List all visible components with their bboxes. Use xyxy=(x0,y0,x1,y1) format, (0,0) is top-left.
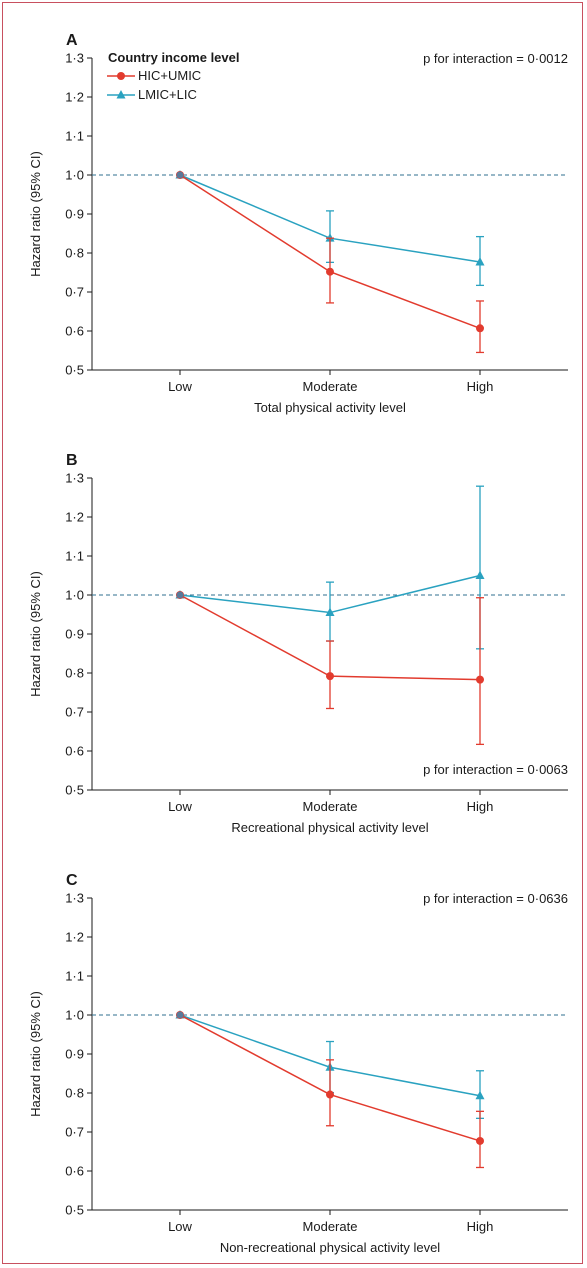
x-tick-label: High xyxy=(467,799,494,814)
y-tick-label: 0·6 xyxy=(65,324,84,339)
data-point xyxy=(476,324,484,333)
x-tick-label: Moderate xyxy=(303,799,358,814)
series-hic-umic xyxy=(176,1011,484,1169)
series-hic-umic xyxy=(176,591,484,746)
x-axis-title: Total physical activity level xyxy=(254,400,406,415)
x-tick-label: High xyxy=(467,1219,494,1234)
data-point-reference xyxy=(176,171,184,179)
y-tick-label: 0·8 xyxy=(65,246,84,261)
y-tick-label: 0·7 xyxy=(65,705,84,720)
panel-label: C xyxy=(66,872,78,889)
y-tick-label: 1·1 xyxy=(65,969,84,984)
y-tick-label: 1·2 xyxy=(65,510,84,525)
legend-label: LMIC+LIC xyxy=(138,87,197,102)
panel-b: B 0·5 0·6 0·7 0·8 0·9 1·0 1·1 1·2 1·3 Low Moderate H… xyxy=(28,452,568,835)
y-axis-title: Hazard ratio (95% CI) xyxy=(28,151,43,277)
y-tick-label: 0·5 xyxy=(65,363,84,378)
panel-label: A xyxy=(66,32,78,49)
data-point xyxy=(475,1090,485,1100)
legend-marker xyxy=(116,90,126,99)
data-point xyxy=(325,607,335,617)
y-tick-label: 0·9 xyxy=(65,207,84,222)
p-interaction-annotation: p for interaction = 0·0012 xyxy=(423,51,568,66)
y-tick-label: 1·3 xyxy=(65,471,84,486)
y-axis-title: Hazard ratio (95% CI) xyxy=(28,991,43,1117)
data-point-reference xyxy=(176,591,184,599)
y-tick-label: 0·5 xyxy=(65,783,84,798)
y-tick-label: 0·7 xyxy=(65,285,84,300)
y-tick-label: 1·1 xyxy=(65,549,84,564)
legend-title: Country income level xyxy=(108,50,239,65)
legend-label: HIC+UMIC xyxy=(138,68,201,83)
x-tick-label: High xyxy=(467,379,494,394)
y-tick-label: 0·9 xyxy=(65,1047,84,1062)
p-interaction-annotation: p for interaction = 0·0063 xyxy=(423,762,568,777)
y-tick-label: 1·2 xyxy=(65,930,84,945)
y-tick-label: 1·0 xyxy=(65,588,84,603)
series-hic-umic xyxy=(176,171,484,354)
data-point xyxy=(325,233,335,242)
data-point xyxy=(326,267,334,276)
x-axis-title: Non-recreational physical activity level xyxy=(220,1240,440,1255)
data-point xyxy=(475,256,485,266)
x-tick-label: Low xyxy=(168,379,192,394)
y-tick-label: 1·3 xyxy=(65,51,84,66)
y-tick-label: 0·7 xyxy=(65,1125,84,1140)
x-tick-label: Low xyxy=(168,799,192,814)
data-point xyxy=(326,1090,334,1099)
x-tick-label: Moderate xyxy=(303,1219,358,1234)
y-tick-label: 0·6 xyxy=(65,744,84,759)
data-point xyxy=(475,570,485,579)
x-axis-title: Recreational physical activity level xyxy=(231,820,428,835)
panel-a: A 0·5 0·6 0·7 0·8 0·9 1·0 1·1 1·2 1·3 Low Moderate H… xyxy=(28,32,568,415)
y-tick-label: 1·0 xyxy=(65,1008,84,1023)
y-axis-title: Hazard ratio (95% CI) xyxy=(28,571,43,697)
y-tick-label: 1·2 xyxy=(65,90,84,105)
y-tick-label: 0·6 xyxy=(65,1164,84,1179)
y-tick-label: 0·8 xyxy=(65,1086,84,1101)
y-tick-label: 1·1 xyxy=(65,129,84,144)
y-tick-label: 0·8 xyxy=(65,666,84,681)
y-tick-label: 0·5 xyxy=(65,1203,84,1218)
data-point xyxy=(476,675,484,684)
x-tick-label: Moderate xyxy=(303,379,358,394)
data-point xyxy=(476,1136,484,1145)
series-lmic-lic xyxy=(175,485,485,650)
x-tick-label: Low xyxy=(168,1219,192,1234)
y-tick-label: 0·9 xyxy=(65,627,84,642)
panel-label: B xyxy=(66,452,78,469)
data-point-reference xyxy=(176,1011,184,1019)
data-point xyxy=(326,672,334,681)
legend: Country income level HIC+UMIC LMIC+LIC xyxy=(107,50,239,102)
y-tick-label: 1·0 xyxy=(65,168,84,183)
panel-c: C 0·5 0·6 0·7 0·8 0·9 1·0 1·1 1·2 1·3 Low Moderate H… xyxy=(28,872,568,1255)
p-interaction-annotation: p for interaction = 0·0636 xyxy=(423,891,568,906)
legend-marker xyxy=(117,72,125,80)
y-tick-label: 1·3 xyxy=(65,891,84,906)
